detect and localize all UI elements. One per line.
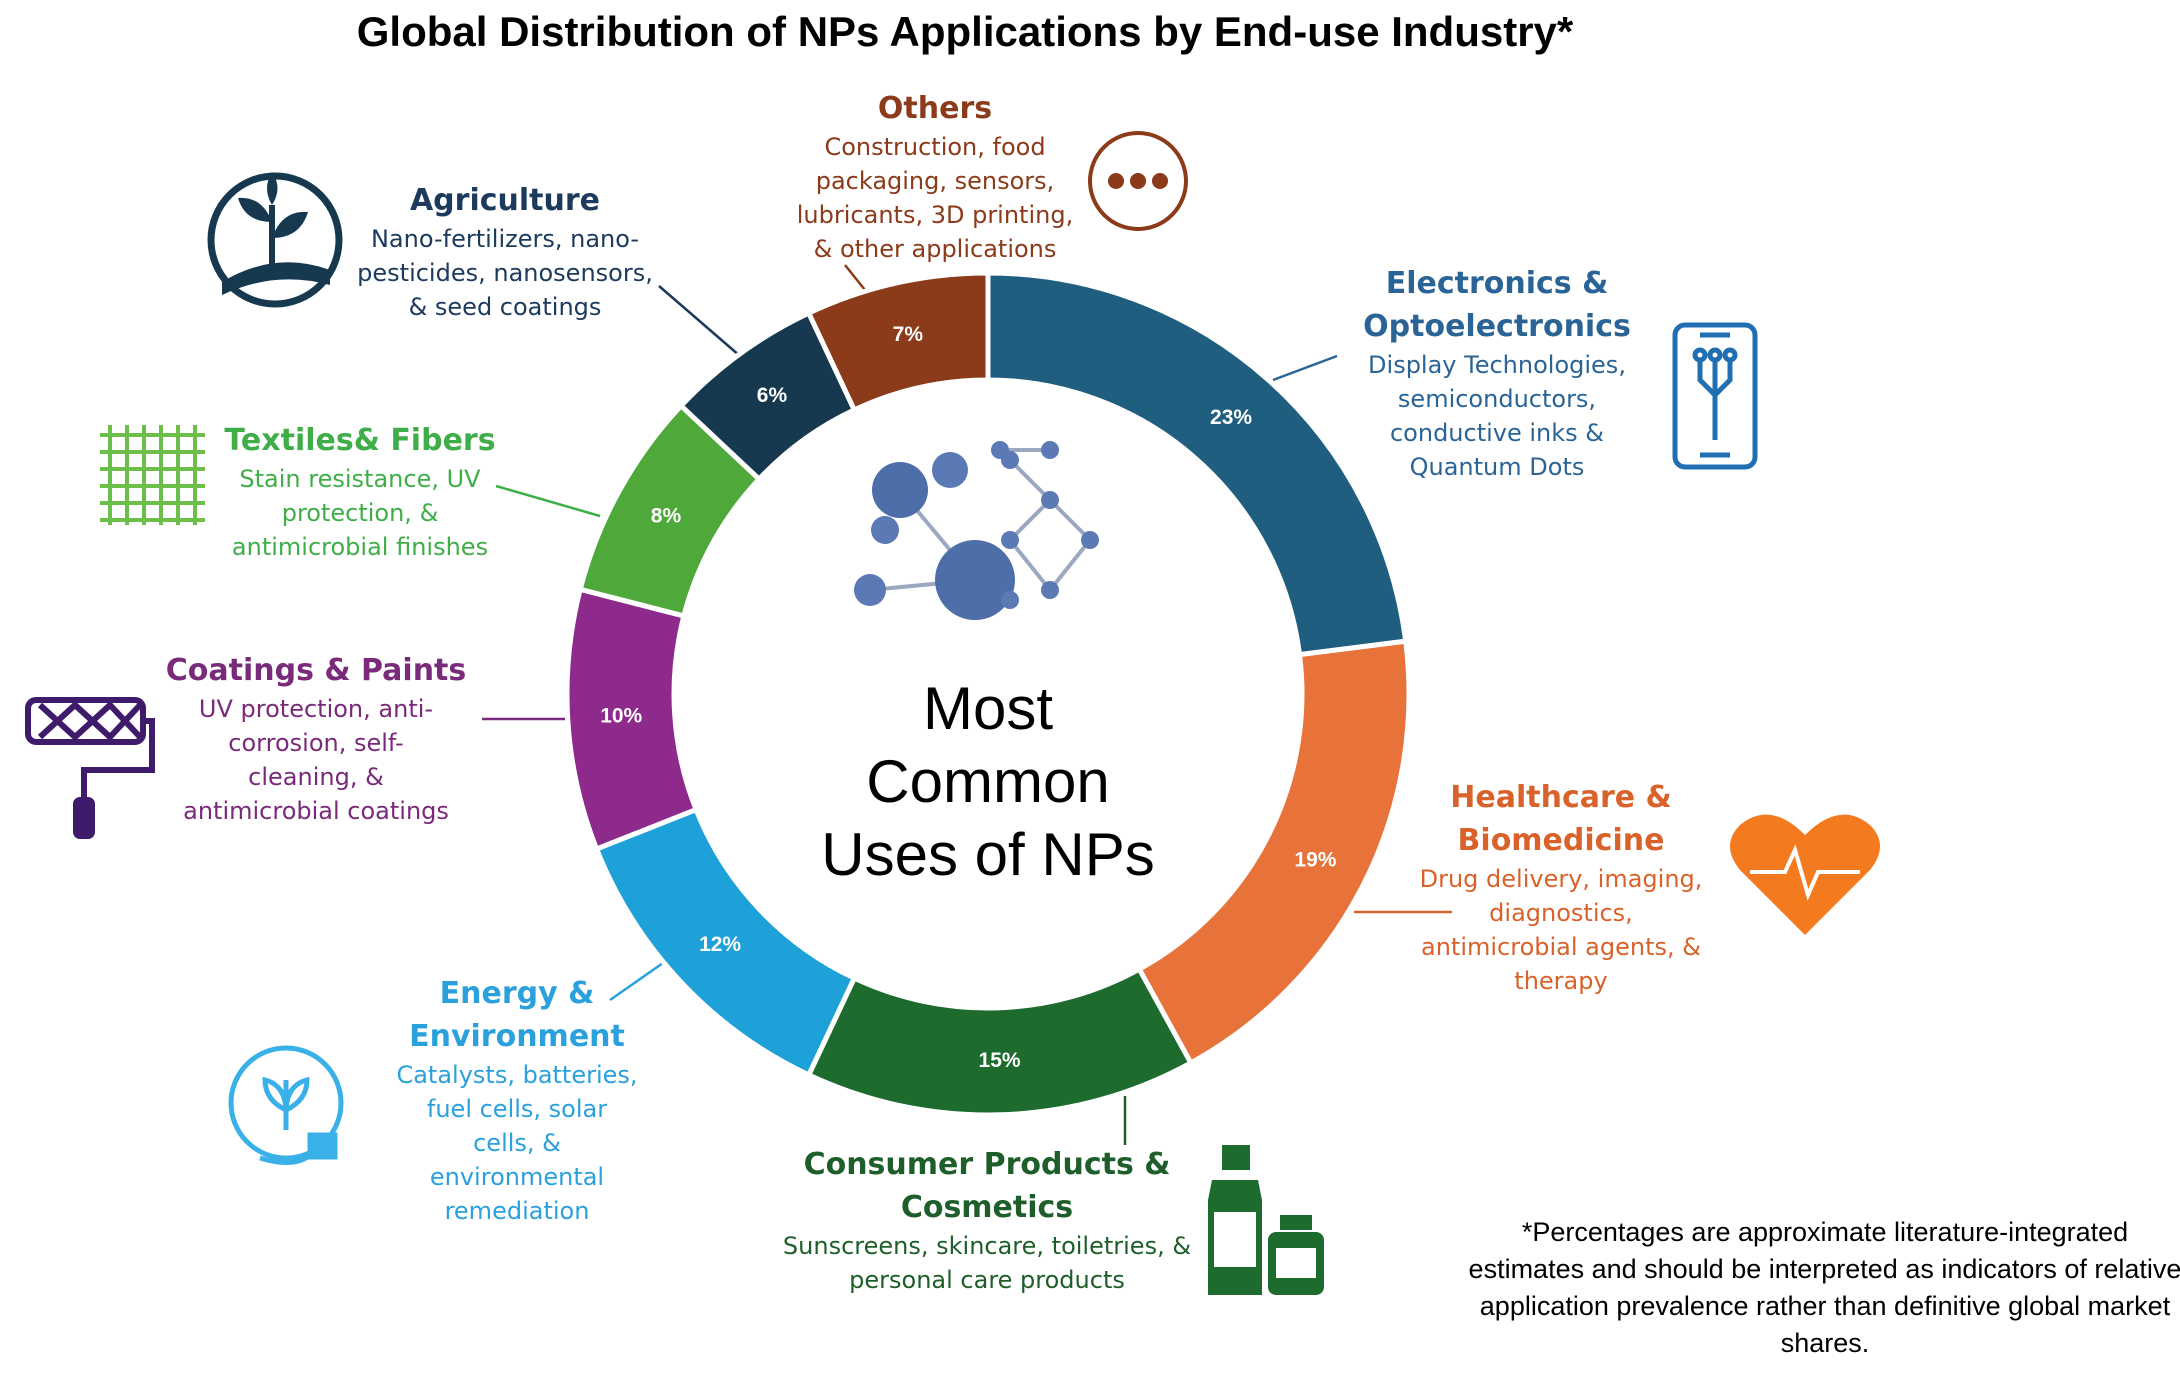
category-title: Others xyxy=(877,91,993,126)
description-line: UV protection, anti- xyxy=(198,695,434,723)
donut: 23% 19% 15% 12% 10% 8% 6% 7% xyxy=(564,270,1412,1118)
category-description: Display Technologies, semiconductors, cond… xyxy=(1347,348,1647,484)
description-line: personal care products xyxy=(849,1266,1125,1294)
category-label: Agriculture Nano-fertilizers, nano-pestic… xyxy=(345,179,665,324)
description-line: Sunscreens, skincare, toiletries, & xyxy=(782,1232,1192,1260)
leader-line xyxy=(1272,354,1338,382)
textiles-icon xyxy=(100,425,205,525)
description-line: environmental xyxy=(429,1163,605,1191)
description-line: protection, & xyxy=(281,499,439,527)
energy-icon xyxy=(228,1045,344,1165)
category-description: Drug delivery, imaging, diagnostics, antim… xyxy=(1420,862,1703,998)
description-line: Construction, food xyxy=(824,133,1046,161)
chart-title: Global Distribution of NPs Applications … xyxy=(356,8,1574,55)
description-line: Nano-fertilizers, nano- xyxy=(370,225,640,253)
category-label: Consumer Products & Cosmetics Sunscreens,… xyxy=(777,1143,1197,1297)
description-line: antimicrobial coatings xyxy=(183,797,449,825)
category-description: UV protection, anti-corrosion, self-clea… xyxy=(156,692,476,828)
description-line: lubricants, 3D printing, xyxy=(796,201,1074,229)
consumer-icon xyxy=(1208,1145,1324,1295)
description-line: corrosion, self- xyxy=(228,729,404,757)
description-line: cells, & xyxy=(473,1129,561,1157)
value-label: 12% xyxy=(699,933,741,956)
description-line: & seed coatings xyxy=(408,293,602,321)
category-label: Electronics & Optoelectronics Display Tec… xyxy=(1347,262,1647,484)
donut-segment xyxy=(805,965,1195,1118)
description-line: therapy xyxy=(1514,967,1608,995)
value-label: 23% xyxy=(1210,406,1252,429)
description-line: Display Technologies, xyxy=(1368,351,1626,379)
healthcare-icon xyxy=(1730,814,1880,935)
category-title: Electronics & Optoelectronics xyxy=(1363,266,1631,344)
category-description: Catalysts, batteries, fuel cells, solar ce… xyxy=(396,1058,637,1228)
leader-lines xyxy=(482,264,1452,1145)
electronics-icon xyxy=(1672,322,1758,470)
description-line: semiconductors, xyxy=(1397,385,1597,413)
description-line: Catalysts, batteries, xyxy=(396,1061,638,1089)
coatings-icon xyxy=(25,697,155,839)
value-label: 6% xyxy=(757,384,788,407)
category-label: Textiles& Fibers Stain resistance, UV prot… xyxy=(200,419,520,564)
category-label: Others Construction, food packaging, senso… xyxy=(775,87,1095,266)
leader-line xyxy=(609,961,664,1002)
molecule-icon xyxy=(854,441,1099,620)
agriculture-icon xyxy=(207,172,343,308)
donut-segment xyxy=(985,270,1409,658)
category-title: Healthcare & Biomedicine xyxy=(1450,780,1672,858)
leader-line xyxy=(658,285,741,357)
value-label: 19% xyxy=(1294,848,1336,871)
value-label: 15% xyxy=(979,1049,1021,1072)
description-line: & other applications xyxy=(813,235,1057,263)
description-line: conductive inks & xyxy=(1389,419,1605,447)
category-description: Construction, food packaging, sensors, lub… xyxy=(775,130,1095,266)
leader-line xyxy=(495,484,601,518)
category-description: Nano-fertilizers, nano-pesticides, nanos… xyxy=(345,222,665,324)
description-line: Stain resistance, UV xyxy=(239,465,481,493)
category-description: Sunscreens, skincare, toiletries, & perso… xyxy=(777,1229,1197,1297)
description-line: Drug delivery, imaging, xyxy=(1419,865,1703,893)
others-icon xyxy=(1088,131,1188,231)
description-line: Quantum Dots xyxy=(1409,453,1585,481)
description-line: antimicrobial agents, & xyxy=(1421,933,1701,961)
category-title: Energy & Environment xyxy=(409,976,625,1054)
description-line: remediation xyxy=(444,1197,590,1225)
value-label: 10% xyxy=(600,705,642,728)
donut-segment xyxy=(805,270,991,414)
description-line: fuel cells, solar xyxy=(426,1095,608,1123)
description-line: antimicrobial finishes xyxy=(231,533,489,561)
description-line: pesticides, nanosensors, xyxy=(357,259,653,287)
category-label: Healthcare & Biomedicine Drug delivery, i… xyxy=(1420,776,1703,998)
category-title: Consumer Products & Cosmetics xyxy=(803,1147,1171,1225)
footnote: *Percentages are approximate literature-… xyxy=(1468,1217,2180,1358)
category-label: Energy & Environment Catalysts, batteries… xyxy=(396,972,637,1228)
description-line: cleaning, & xyxy=(248,763,384,791)
category-title: Agriculture xyxy=(409,183,601,218)
donut-segment xyxy=(1135,638,1412,1067)
category-title: Coatings & Paints xyxy=(165,653,467,688)
value-label: 8% xyxy=(651,505,682,528)
description-line: diagnostics, xyxy=(1489,899,1633,927)
value-label: 7% xyxy=(893,323,924,346)
category-label: Coatings & Paints UV protection, anti-cor… xyxy=(156,649,476,828)
description-line: packaging, sensors, xyxy=(815,167,1055,195)
center-label: Most Common Uses of NPs xyxy=(821,675,1155,888)
category-description: Stain resistance, UV protection, & antimic… xyxy=(200,462,520,564)
category-title: Textiles& Fibers xyxy=(224,423,496,458)
